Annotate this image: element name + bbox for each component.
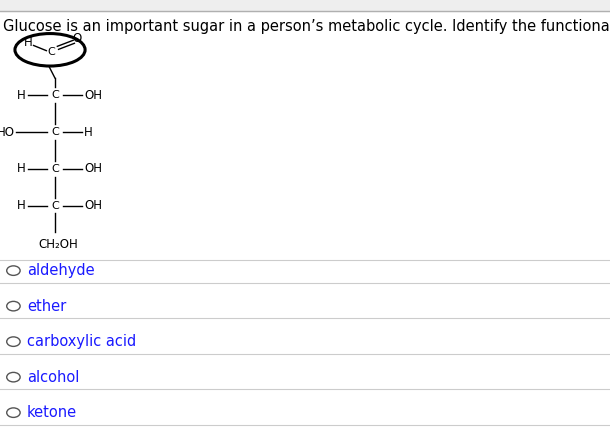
Text: H: H bbox=[24, 36, 33, 48]
Text: H: H bbox=[17, 199, 26, 212]
Text: H: H bbox=[84, 126, 93, 139]
Text: CH₂OH: CH₂OH bbox=[38, 238, 78, 251]
Text: Glucose is an important sugar in a person’s metabolic cycle. Identify the functi: Glucose is an important sugar in a perso… bbox=[3, 19, 610, 35]
Text: C: C bbox=[51, 164, 59, 174]
Text: C: C bbox=[51, 127, 59, 137]
Text: ketone: ketone bbox=[27, 405, 77, 420]
Text: HO: HO bbox=[0, 126, 15, 139]
Text: C: C bbox=[51, 200, 59, 211]
Text: C: C bbox=[51, 90, 59, 100]
Text: ether: ether bbox=[27, 299, 66, 313]
Bar bbox=[0, 0, 610, 11]
Text: H: H bbox=[17, 89, 26, 102]
Text: OH: OH bbox=[84, 199, 102, 212]
Text: O: O bbox=[73, 32, 82, 45]
Text: C: C bbox=[48, 47, 55, 57]
Text: carboxylic acid: carboxylic acid bbox=[27, 334, 136, 349]
Text: H: H bbox=[17, 162, 26, 175]
Text: aldehyde: aldehyde bbox=[27, 263, 95, 278]
Text: alcohol: alcohol bbox=[27, 370, 79, 385]
Text: OH: OH bbox=[84, 162, 102, 175]
Text: OH: OH bbox=[84, 89, 102, 102]
